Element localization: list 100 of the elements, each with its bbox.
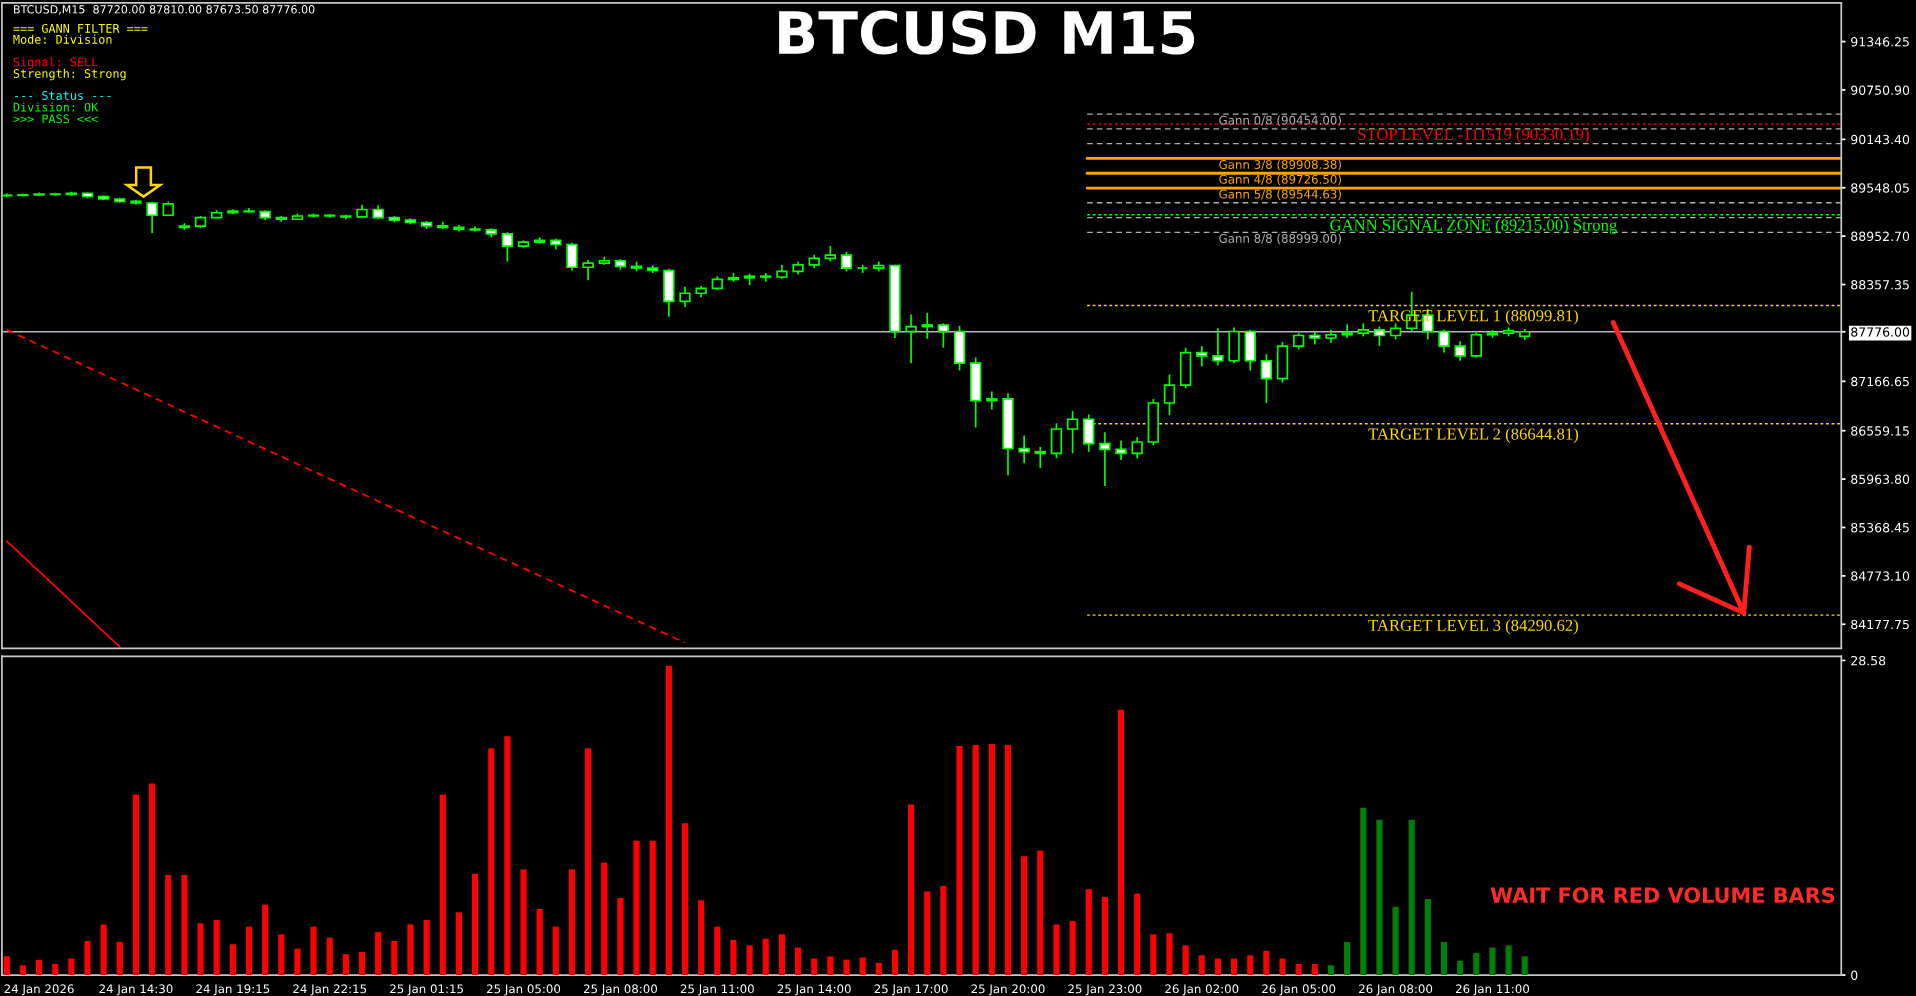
- ref-line-label: Gann 8/8 (88999.00): [1219, 233, 1341, 245]
- candlestick: [1454, 340, 1466, 362]
- bar: [988, 743, 995, 976]
- candlestick: [1212, 327, 1224, 367]
- bar: [52, 964, 59, 976]
- bar: [746, 945, 753, 976]
- ref-line-label: STOP LEVEL -111519 (90330.19): [1358, 128, 1589, 144]
- bar: [488, 748, 495, 976]
- candlestick: [905, 313, 917, 364]
- y-tick-label: 88952.70: [1851, 231, 1910, 242]
- bar: [310, 926, 317, 976]
- x-tick-label: 24 Jan 2026: [4, 984, 74, 996]
- y-tick-label: 85368.45: [1851, 522, 1909, 533]
- candlestick: [1196, 345, 1208, 368]
- bar: [875, 962, 882, 976]
- bar: [859, 957, 866, 976]
- bar: [455, 912, 462, 976]
- bar: [116, 942, 123, 976]
- bar: [1069, 921, 1076, 976]
- x-tick-label: 25 Jan 11:00: [680, 984, 754, 996]
- candlestick: [1131, 436, 1143, 460]
- bar: [1473, 953, 1480, 976]
- candlestick: [582, 259, 594, 282]
- bar: [375, 932, 382, 976]
- y-tick-label: 90750.90: [1851, 85, 1910, 95]
- bar: [730, 939, 737, 976]
- bar: [1489, 947, 1496, 976]
- ref-line-label: Gann 5/8 (89544.63): [1219, 189, 1341, 200]
- candlestick: [937, 322, 950, 349]
- bar: [1021, 856, 1028, 976]
- bar: [1505, 945, 1512, 976]
- y-tick-label: 89548.05: [1851, 183, 1909, 193]
- bar: [278, 934, 285, 976]
- bar: [1392, 906, 1399, 976]
- bar: [891, 949, 899, 976]
- y-tick-label: 86559.15: [1851, 426, 1909, 436]
- bar: [698, 900, 705, 976]
- bar: [1279, 958, 1286, 976]
- x-tick-label: 25 Jan 17:00: [874, 984, 948, 996]
- bar: [714, 926, 721, 976]
- candlestick: [1099, 431, 1111, 487]
- bar: [1408, 819, 1415, 976]
- bar: [407, 924, 414, 976]
- bar: [1263, 950, 1270, 976]
- bar: [778, 934, 785, 976]
- bar: [1166, 933, 1173, 976]
- bar: [504, 736, 511, 976]
- bar: [213, 920, 220, 976]
- y-tick-label: 88357.35: [1851, 280, 1909, 290]
- bar: [1376, 819, 1383, 976]
- bar: [1182, 945, 1189, 976]
- x-tick-label: 25 Jan 01:15: [390, 984, 463, 996]
- bar: [924, 891, 931, 976]
- bar: [1214, 958, 1221, 976]
- x-tick-label: 25 Jan 23:00: [1068, 984, 1142, 996]
- chart-title: BTCUSD M15: [779, 10, 1195, 55]
- candlestick: [1373, 325, 1386, 347]
- y-tick-label: 91346.25: [1851, 37, 1909, 47]
- bar: [294, 948, 301, 976]
- ref-line-label: TARGET LEVEL 3 (84290.62): [1368, 619, 1579, 635]
- bar: [35, 959, 43, 976]
- annotation: BTCUSD,M15 87720.00 87810.00 87673.50 87776.00: [14, 5, 315, 15]
- bar: [681, 823, 689, 976]
- bar: [439, 794, 446, 976]
- candlestick: [1034, 446, 1046, 469]
- x-tick-label: 25 Jan 05:00: [487, 984, 561, 996]
- y-tick-label: 84177.75: [1851, 619, 1909, 630]
- bar: [423, 920, 430, 976]
- x-tick-label: 24 Jan 19:15: [196, 984, 270, 996]
- annotation: Mode: Division: [13, 34, 112, 44]
- annotation: WAIT FOR RED VOLUME BARS: [1490, 887, 1835, 904]
- bar: [1344, 942, 1351, 976]
- annotation: --- Status ---: [15, 91, 111, 100]
- bar: [568, 869, 576, 976]
- bar: [1053, 924, 1060, 976]
- bar: [1150, 934, 1157, 976]
- candlestick: [566, 242, 578, 272]
- bar: [472, 873, 479, 976]
- bar: [1521, 956, 1528, 976]
- bar: [633, 840, 640, 976]
- bar: [19, 965, 26, 976]
- bar: [358, 951, 366, 976]
- candlestick: [1066, 410, 1079, 455]
- bar: [520, 869, 527, 976]
- bar: [149, 783, 156, 976]
- bar: [649, 840, 656, 976]
- candlestick: [1438, 329, 1450, 354]
- bar: [1101, 896, 1108, 976]
- bar: [827, 956, 834, 976]
- candlestick: [1260, 353, 1273, 404]
- annotation: >>> PASS <<<: [13, 114, 98, 124]
- x-tick-label: 25 Jan 14:00: [777, 984, 851, 996]
- annotation: === GANN FILTER ===: [13, 23, 148, 33]
- bar: [1198, 955, 1205, 976]
- bar: [229, 944, 236, 976]
- bar: [197, 923, 204, 976]
- y-tick-label: 84773.10: [1851, 571, 1910, 581]
- bar: [1311, 964, 1318, 976]
- bar: [794, 947, 802, 976]
- ref-line-label: GANN SIGNAL ZONE (89215.00) Strong: [1330, 218, 1617, 235]
